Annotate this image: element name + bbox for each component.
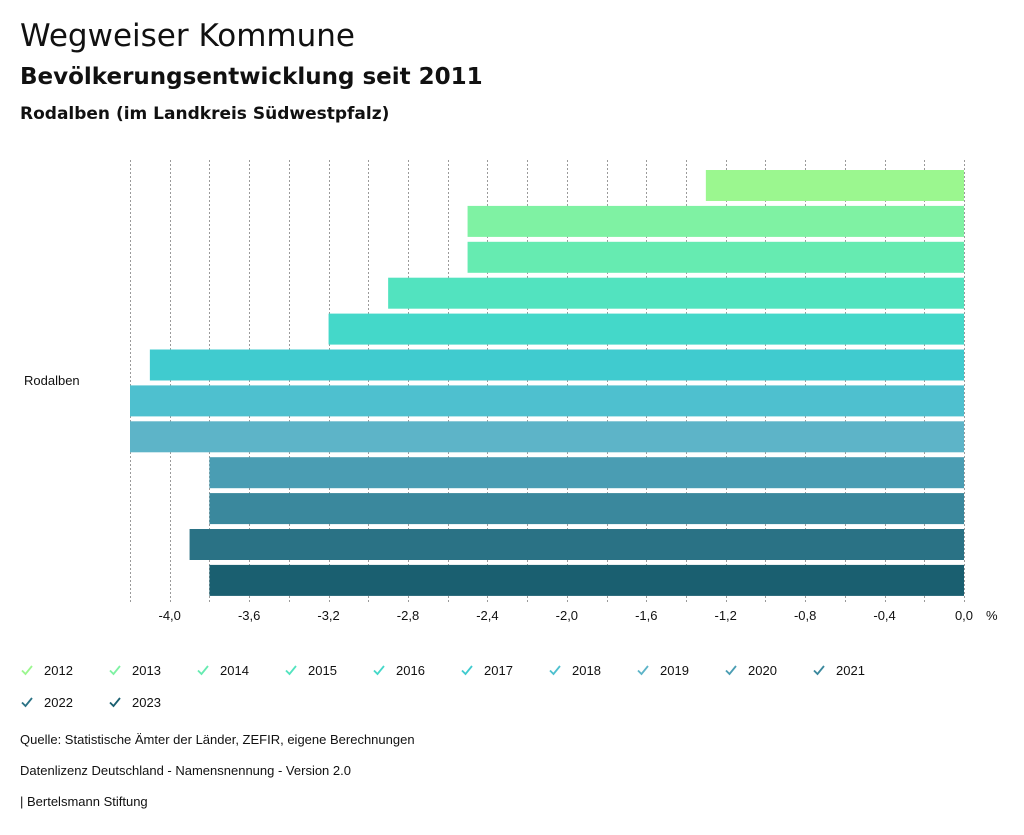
legend-label: 2018 xyxy=(572,662,601,678)
legend-label: 2014 xyxy=(220,662,249,678)
bar-2023 xyxy=(209,564,964,596)
checkmark-icon xyxy=(109,697,121,708)
legend-item-2021[interactable]: 2021 xyxy=(812,660,865,680)
legend-label: 2016 xyxy=(396,662,425,678)
chart-subtitle: Bevölkerungsentwicklung seit 2011 xyxy=(20,64,483,90)
legend-label: 2013 xyxy=(132,662,161,678)
legend-item-2019[interactable]: 2019 xyxy=(636,660,689,680)
legend-item-2018[interactable]: 2018 xyxy=(548,660,601,680)
checkmark-icon xyxy=(461,665,473,676)
bar-2019 xyxy=(130,421,964,453)
legend-item-2016[interactable]: 2016 xyxy=(372,660,425,680)
credit-note: | Bertelsmann Stiftung xyxy=(20,794,148,809)
legend-item-2014[interactable]: 2014 xyxy=(196,660,249,680)
x-tick-label: -0,4 xyxy=(873,608,895,623)
x-tick-label: -3,2 xyxy=(317,608,339,623)
checkmark-icon xyxy=(21,697,33,708)
checkmark-icon xyxy=(637,665,649,676)
legend-label: 2019 xyxy=(660,662,689,678)
x-axis-unit: % xyxy=(986,608,998,623)
legend-label: 2020 xyxy=(748,662,777,678)
legend-item-2017[interactable]: 2017 xyxy=(460,660,513,680)
x-tick-label: 0,0 xyxy=(955,608,973,623)
bar-2018 xyxy=(130,385,964,417)
bar-2017 xyxy=(149,349,964,381)
legend-item-2023[interactable]: 2023 xyxy=(108,692,161,712)
legend-label: 2017 xyxy=(484,662,513,678)
legend-item-2012[interactable]: 2012 xyxy=(20,660,73,680)
x-tick-label: -1,6 xyxy=(635,608,657,623)
legend-label: 2012 xyxy=(44,662,73,678)
x-tick-label: -3,6 xyxy=(238,608,260,623)
checkmark-icon xyxy=(725,665,737,676)
source-note: Quelle: Statistische Ämter der Länder, Z… xyxy=(20,732,415,747)
page-title: Wegweiser Kommune xyxy=(20,18,355,54)
legend-label: 2023 xyxy=(132,694,161,710)
bar-2015 xyxy=(388,277,965,309)
bar-2022 xyxy=(189,529,965,560)
bar-2014 xyxy=(467,241,964,273)
bar-2013 xyxy=(467,205,964,237)
checkmark-icon xyxy=(549,665,561,676)
checkmark-icon xyxy=(197,665,209,676)
x-tick-label: -2,0 xyxy=(556,608,578,623)
region-label: Rodalben (im Landkreis Südwestpfalz) xyxy=(20,104,390,124)
bar-2016 xyxy=(328,313,965,345)
x-tick-label: -4,0 xyxy=(159,608,181,623)
checkmark-icon xyxy=(285,665,297,676)
legend-item-2020[interactable]: 2020 xyxy=(724,660,777,680)
x-tick-label: -1,2 xyxy=(715,608,737,623)
legend-item-2022[interactable]: 2022 xyxy=(20,692,73,712)
legend-item-2013[interactable]: 2013 xyxy=(108,660,161,680)
legend-label: 2022 xyxy=(44,694,73,710)
checkmark-icon xyxy=(373,665,385,676)
category-label: Rodalben xyxy=(24,373,80,388)
checkmark-icon xyxy=(21,665,33,676)
x-tick-label: -2,8 xyxy=(397,608,419,623)
bar-2020 xyxy=(209,457,964,489)
checkmark-icon xyxy=(109,665,121,676)
checkmark-icon xyxy=(813,665,825,676)
legend-label: 2021 xyxy=(836,662,865,678)
legend-label: 2015 xyxy=(308,662,337,678)
bar-chart: -4,0 -3,6 -3,2 -2,8 -2,4 -2,0 -1,6 -1,2 -0,8 -0,4… xyxy=(130,160,998,623)
license-note: Datenlizenz Deutschland - Namensnennung … xyxy=(20,763,351,778)
bar-2012 xyxy=(705,170,964,201)
bar-2021 xyxy=(209,493,964,525)
x-tick-label: -0,8 xyxy=(794,608,816,623)
x-tick-label: -2,4 xyxy=(476,608,498,623)
legend-item-2015[interactable]: 2015 xyxy=(284,660,337,680)
